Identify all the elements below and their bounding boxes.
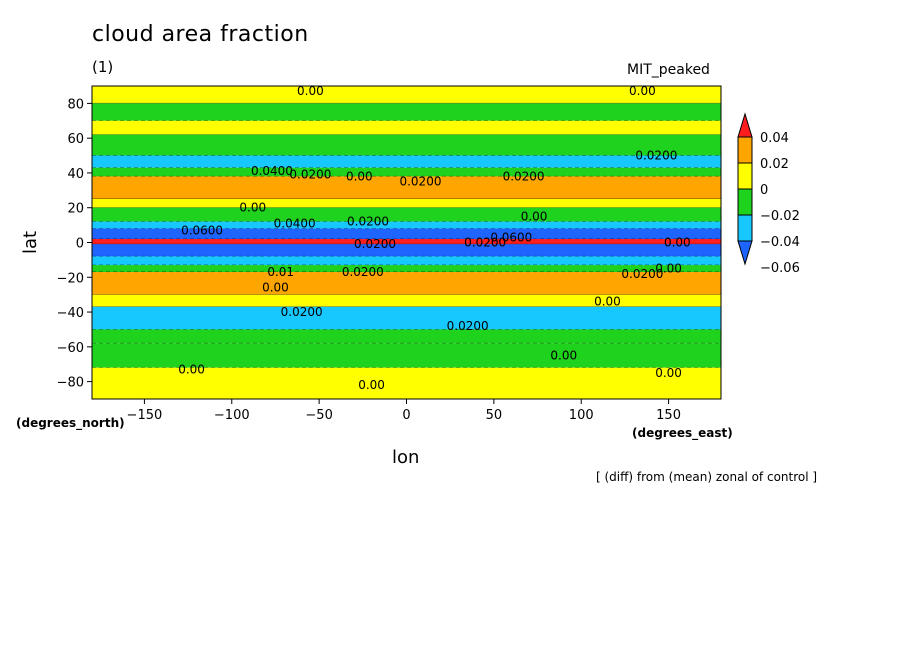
x-unit-label: (degrees_east) (632, 426, 733, 440)
contour-label-20: 0.00 (655, 262, 682, 276)
contour-label-28: 0.00 (358, 378, 385, 392)
y-tick-label-7: 60 (67, 132, 84, 147)
contour-label-6: 0.0200 (399, 175, 441, 189)
x-tick-label-5: 100 (569, 408, 594, 423)
contour-label-2: 0.0200 (635, 149, 677, 163)
y-tick-label-6: 40 (67, 167, 84, 182)
band-10 (92, 228, 721, 240)
contour-label-25: 0.00 (550, 349, 577, 363)
colorbar-label-5: −0.06 (760, 261, 800, 276)
band-20 (92, 367, 721, 399)
band-13 (92, 256, 721, 266)
contour-label-9: 0.00 (521, 209, 548, 223)
band-5 (92, 167, 721, 177)
colorbar-segment-3 (737, 214, 753, 242)
contour-label-13: 0.0600 (490, 230, 532, 244)
x-tick-label-4: 50 (486, 408, 503, 423)
contour-label-17: 0.01 (267, 265, 294, 279)
band-12 (92, 244, 721, 257)
colorbar-segment-1 (737, 162, 753, 190)
colorbar-label-4: −0.04 (760, 235, 800, 250)
contour-label-14: 0.00 (664, 236, 691, 250)
contour-label-4: 0.0200 (289, 168, 331, 182)
band-18 (92, 329, 721, 344)
contour-label-22: 0.0200 (281, 305, 323, 319)
x-tick-label-2: −50 (305, 408, 332, 423)
x-tick-label-1: −100 (214, 408, 250, 423)
contour-label-5: 0.00 (346, 169, 373, 183)
x-axis-label: lon (392, 447, 420, 468)
colorbar-top-arrow (737, 112, 753, 138)
chart-subtitle: (1) (92, 58, 114, 76)
colorbar-label-3: −0.02 (760, 209, 800, 224)
contour-label-23: 0.00 (594, 295, 621, 309)
contour-label-15: 0.0200 (354, 237, 396, 251)
band-6 (92, 176, 721, 200)
colorbar-label-0: 0.04 (760, 131, 789, 146)
colorbar-segment-0 (737, 136, 753, 164)
colorbar-bottom-arrow (737, 240, 753, 266)
band-9 (92, 221, 721, 229)
contour-label-18: 0.0200 (342, 265, 384, 279)
band-0 (92, 86, 721, 104)
band-11 (92, 239, 721, 245)
colorbar-label-2: 0 (760, 183, 768, 198)
contour-label-26: 0.00 (178, 362, 205, 376)
band-2 (92, 120, 721, 135)
band-7 (92, 199, 721, 208)
contour-label-0: 0.00 (297, 84, 324, 98)
contour-label-3: 0.0400 (251, 164, 293, 178)
y-unit-label: (degrees_north) (16, 416, 125, 430)
contour-label-11: 0.0200 (347, 215, 389, 229)
contour-label-24: 0.0200 (447, 319, 489, 333)
band-1 (92, 103, 721, 121)
y-tick-label-8: 80 (67, 97, 84, 112)
contour-label-7: 0.0200 (503, 169, 545, 183)
colorbar-label-1: 0.02 (760, 157, 789, 172)
contour-label-10: 0.0400 (274, 216, 316, 230)
contour-label-8: 0.00 (239, 201, 266, 215)
band-8 (92, 207, 721, 222)
y-tick-label-2: −40 (57, 306, 84, 321)
diff-note: [ (diff) from (mean) zonal of control ] (596, 470, 818, 484)
band-17 (92, 306, 721, 330)
contour-label-1: 0.00 (629, 84, 656, 98)
band-3 (92, 134, 721, 156)
contour-label-21: 0.00 (262, 281, 289, 295)
contour-label-27: 0.00 (655, 366, 682, 380)
band-14 (92, 265, 721, 273)
y-tick-label-3: −20 (57, 271, 84, 286)
x-tick-label-0: −150 (127, 408, 163, 423)
chart-title: cloud area fraction (92, 22, 309, 47)
contour-label-12: 0.0600 (181, 223, 223, 237)
y-tick-label-5: 20 (67, 202, 84, 217)
x-tick-label-3: 0 (402, 408, 410, 423)
y-tick-label-1: −60 (57, 341, 84, 356)
y-tick-label-0: −80 (57, 376, 84, 391)
contour-label-16: 0.0200 (464, 236, 506, 250)
contour-label-19: 0.0200 (621, 267, 663, 281)
model-label: MIT_peaked (627, 62, 710, 78)
colorbar-segment-2 (737, 188, 753, 216)
x-tick-label-6: 150 (656, 408, 681, 423)
y-tick-label-4: 0 (76, 237, 84, 252)
band-16 (92, 294, 721, 307)
band-19 (92, 343, 721, 368)
band-15 (92, 272, 721, 295)
band-4 (92, 155, 721, 168)
